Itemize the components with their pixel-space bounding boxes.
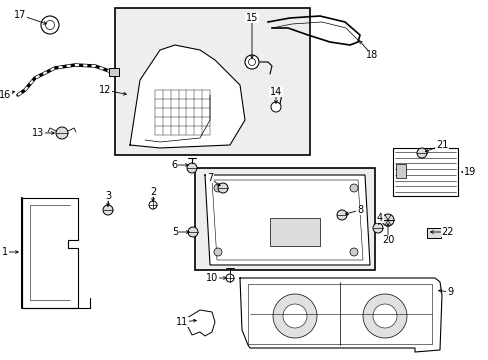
Text: 18: 18 [365,50,377,60]
Circle shape [149,201,157,209]
Circle shape [56,127,68,139]
Circle shape [362,294,406,338]
Circle shape [45,21,54,30]
Circle shape [283,304,306,328]
Text: 17: 17 [14,10,26,20]
Text: 11: 11 [176,317,188,327]
Text: 2: 2 [149,187,156,197]
Text: 12: 12 [99,85,111,95]
Text: 21: 21 [435,140,447,150]
Polygon shape [204,175,369,265]
Text: 5: 5 [171,227,178,237]
Text: 7: 7 [206,173,213,183]
Text: 9: 9 [446,287,452,297]
Text: 22: 22 [441,227,453,237]
Polygon shape [22,198,78,308]
Text: 16: 16 [0,90,11,100]
Bar [395,164,405,178]
Circle shape [372,304,396,328]
Circle shape [214,184,222,192]
Circle shape [336,210,346,220]
Text: 13: 13 [32,128,44,138]
Circle shape [225,274,234,282]
Polygon shape [186,310,215,336]
Text: 14: 14 [269,87,282,97]
Bar [115,8,309,155]
Text: 20: 20 [381,235,393,245]
Bar [269,218,319,246]
Bar [195,168,374,270]
Circle shape [270,102,281,112]
Circle shape [372,223,382,233]
Text: 10: 10 [205,273,218,283]
Circle shape [218,183,227,193]
Circle shape [349,248,357,256]
Circle shape [416,148,426,158]
Polygon shape [240,278,441,352]
Bar [392,148,457,196]
Bar [109,68,119,76]
Circle shape [248,58,255,66]
Circle shape [214,248,222,256]
Text: 4: 4 [376,213,382,223]
Polygon shape [130,45,244,148]
Text: 1: 1 [2,247,8,257]
Circle shape [349,184,357,192]
Text: 15: 15 [245,13,258,23]
Circle shape [381,214,393,226]
Circle shape [186,163,197,173]
Circle shape [272,294,316,338]
Text: 19: 19 [463,167,475,177]
Circle shape [103,205,113,215]
Text: 6: 6 [171,160,177,170]
Circle shape [187,227,198,237]
Circle shape [41,16,59,34]
Bar [426,228,440,238]
Text: 3: 3 [105,191,111,201]
Text: 8: 8 [356,205,362,215]
Circle shape [244,55,259,69]
